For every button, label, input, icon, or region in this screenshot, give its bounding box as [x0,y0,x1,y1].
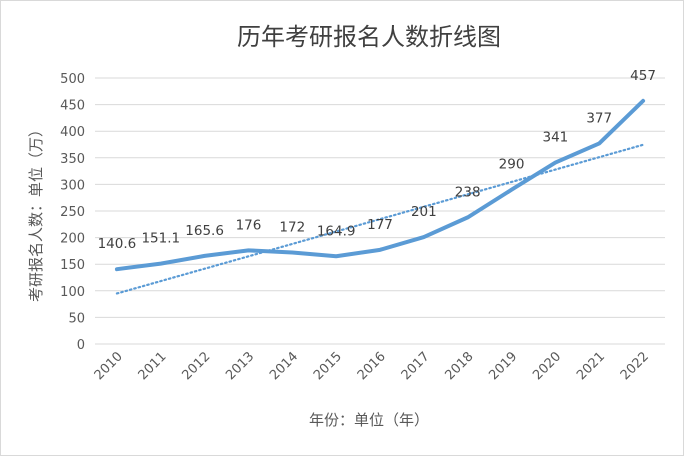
data-label: 140.6 [98,236,137,252]
x-axis-label: 年份：单位（年） [309,411,429,429]
gridlines [95,77,665,345]
x-tick-label: 2016 [355,349,389,383]
y-tick-label: 200 [60,232,85,247]
x-tick-label: 2020 [530,349,564,383]
data-label: 457 [630,68,656,84]
y-tick-label: 500 [60,72,85,87]
x-tick-label: 2017 [399,349,433,383]
data-label: 377 [586,110,612,126]
y-tick-label: 350 [60,152,85,167]
x-tick-label: 2011 [136,349,170,383]
x-tick-label: 2022 [618,349,652,383]
data-label: 151.1 [141,231,180,247]
y-axis-label: 考研报名人数：单位（万） [27,122,45,302]
data-label: 201 [411,204,437,220]
x-tick-label: 2015 [311,349,345,383]
data-label: 341 [542,130,568,146]
y-tick-label: 100 [60,285,85,300]
y-tick-label: 300 [60,178,85,193]
data-label: 177 [367,217,393,233]
data-label: 176 [236,217,262,233]
y-tick-label: 450 [60,99,85,114]
trendline [115,143,645,295]
x-tick-label: 2019 [486,349,520,383]
y-tick-label: 50 [68,311,85,326]
series-line [114,98,646,272]
data-label: 290 [499,157,525,173]
data-label: 238 [455,184,481,200]
x-tick-label: 2014 [267,349,301,383]
x-tick-label: 2012 [179,349,213,383]
series-group [114,98,646,272]
y-tick-label: 250 [60,205,85,220]
x-tick-label: 2013 [223,349,257,383]
x-axis-ticks: 2010 2011 2012 2013 2014 2015 2016 2017 2018 2019… [92,349,652,383]
data-label: 164.9 [317,223,356,239]
x-tick-label: 2010 [92,349,126,383]
y-tick-label: 400 [60,125,85,140]
data-label: 172 [279,219,305,235]
data-labels: 140.6 151.1 165.6 176 172 164.9 177 201 238 290 34… [98,68,656,252]
chart-title: 历年考研报名人数折线图 [237,23,501,51]
y-axis-ticks: 0 50 100 150 200 250 300 350 400 450 500 [60,72,85,353]
x-tick-label: 2018 [443,349,477,383]
x-tick-label: 2021 [574,349,608,383]
trendline-group [115,143,645,295]
y-tick-label: 150 [60,258,85,273]
y-tick-label: 0 [77,338,85,353]
data-label: 165.6 [185,223,224,239]
